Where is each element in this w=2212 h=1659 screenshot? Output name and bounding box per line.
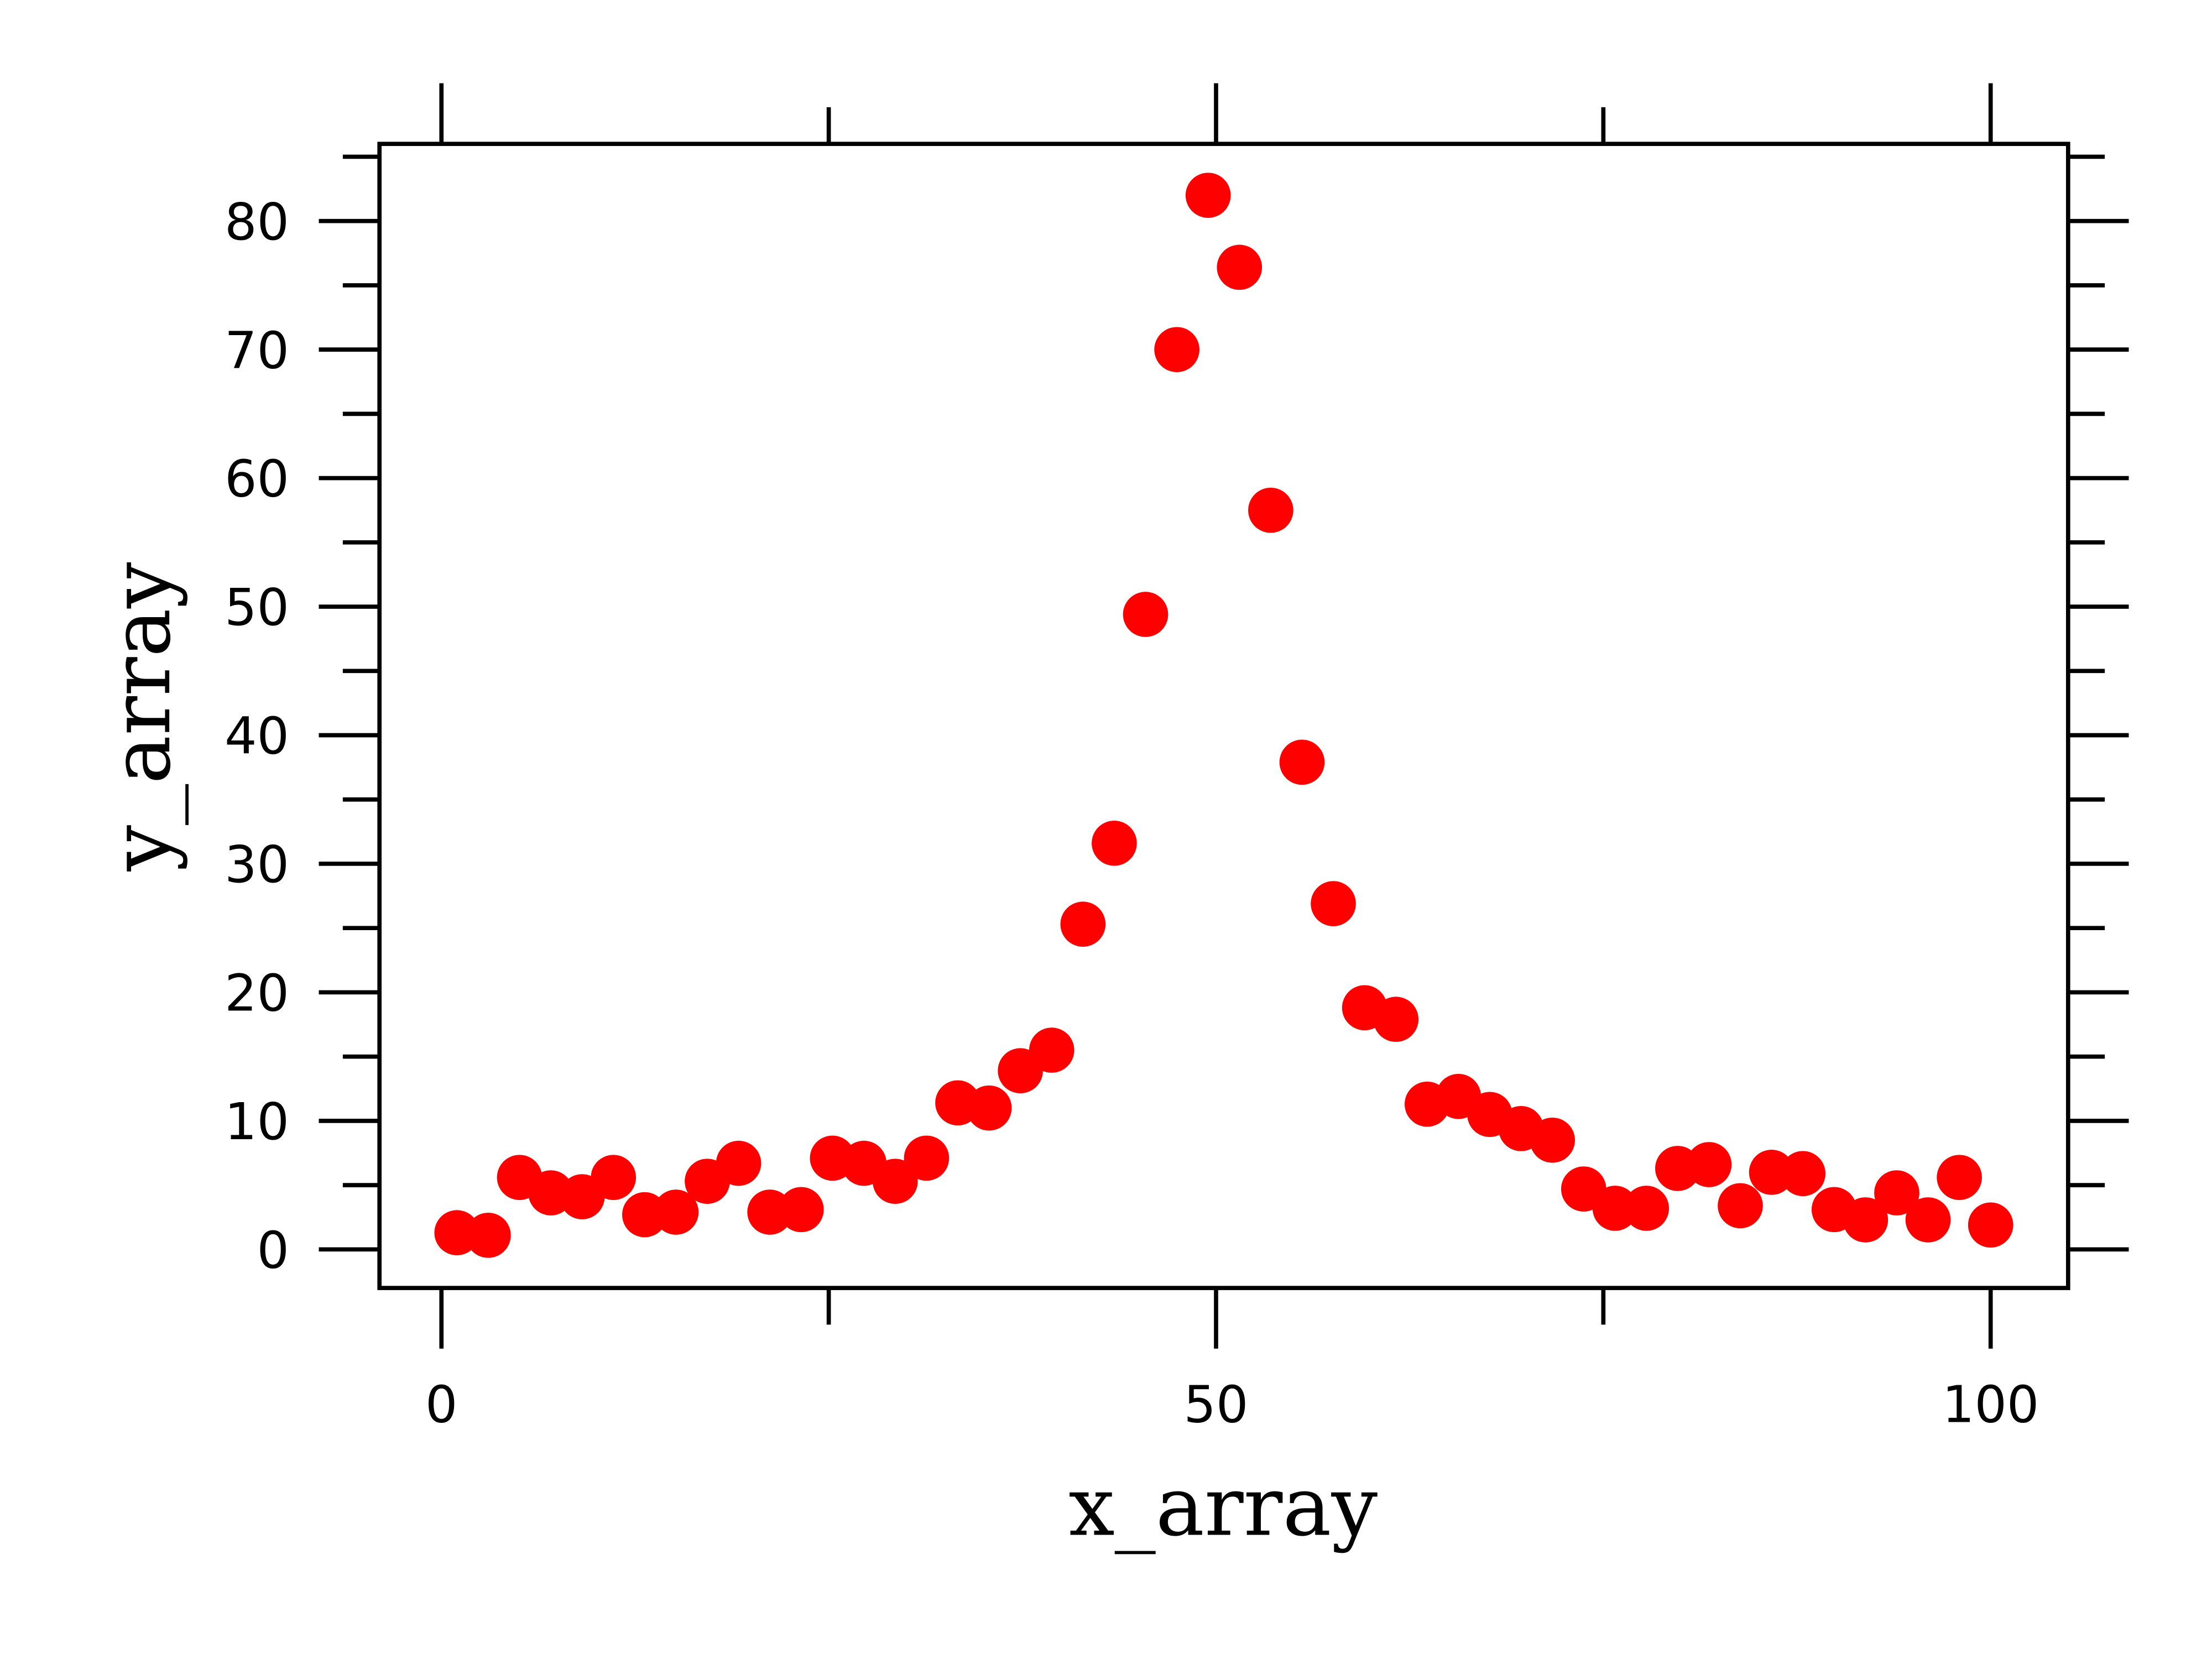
plot-frame (377, 142, 2070, 1290)
point (716, 1140, 761, 1186)
y-tick-label: 20 (225, 964, 289, 1023)
x-tick-label: 50 (1184, 1375, 1249, 1434)
y-tick-label: 70 (225, 321, 289, 380)
x-tick-label: 0 (425, 1375, 457, 1434)
point (1905, 1197, 1951, 1243)
point (1718, 1183, 1763, 1229)
point (1092, 820, 1137, 866)
point (1154, 327, 1199, 372)
point (966, 1085, 1012, 1131)
y-tick-label: 30 (225, 835, 289, 894)
point (1937, 1155, 1982, 1200)
y-tick-label: 10 (225, 1092, 289, 1151)
point (1780, 1151, 1826, 1197)
point (1060, 901, 1106, 947)
point (591, 1155, 637, 1200)
point (1592, 1186, 1638, 1231)
y-tick-label: 0 (257, 1221, 289, 1280)
point (1686, 1142, 1732, 1187)
y-tick-label: 80 (225, 192, 289, 252)
point (873, 1159, 918, 1204)
point (1123, 592, 1168, 637)
point (1185, 173, 1231, 218)
point (1874, 1170, 1919, 1215)
point (1311, 881, 1356, 926)
point (1248, 487, 1293, 533)
y-tick-label: 40 (225, 707, 289, 766)
y-tick-label: 50 (225, 578, 289, 637)
point (653, 1190, 699, 1235)
x-tick-label: 100 (1942, 1375, 2039, 1434)
point (1279, 739, 1325, 785)
point (1217, 244, 1262, 290)
point (1624, 1186, 1670, 1231)
point (1029, 1027, 1074, 1073)
y-axis-label: y_array (93, 562, 189, 872)
point (1968, 1202, 2013, 1248)
point (778, 1187, 824, 1233)
x-axis-label: x_array (1068, 1459, 1378, 1554)
point (466, 1212, 511, 1258)
point (1373, 997, 1419, 1042)
point (1530, 1117, 1575, 1163)
point (904, 1135, 950, 1181)
point (1843, 1197, 1888, 1243)
y-tick-label: 60 (225, 450, 289, 509)
